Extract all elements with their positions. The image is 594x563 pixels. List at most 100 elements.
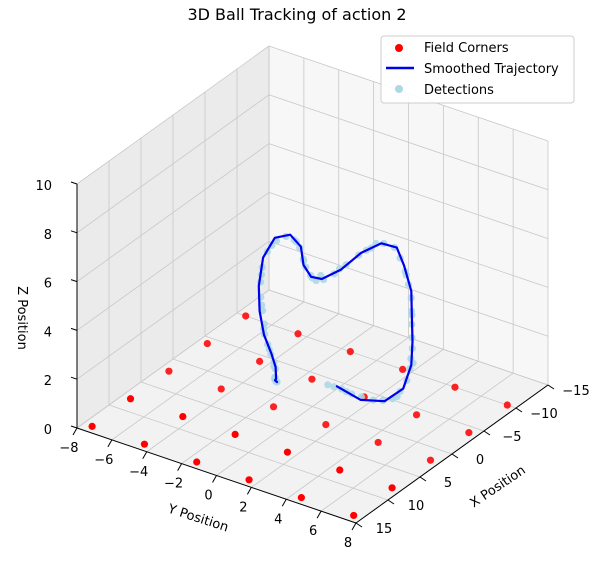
legend-label-detections: Detections — [424, 83, 494, 98]
grid-floor-y — [111, 301, 305, 441]
z-tick-label: 10 — [35, 179, 52, 194]
field-corner-point — [256, 357, 264, 365]
y-tick-label: −2 — [164, 477, 183, 492]
field-corner-point — [350, 511, 358, 520]
field-corner-point — [140, 440, 149, 448]
grid-wall-z2 — [268, 143, 549, 239]
z-axis-title: Z Position — [14, 286, 29, 350]
grid-wall-z — [76, 143, 270, 282]
smoothed-trajectory-line — [257, 233, 414, 403]
grid-wall-z2 — [268, 240, 549, 337]
y-tick-label: 6 — [309, 524, 317, 539]
y-tick-label: −4 — [129, 465, 148, 480]
y-tick-label: 0 — [204, 489, 212, 504]
x-axis-title: X Position — [467, 463, 528, 511]
y-tick-label: −6 — [94, 453, 113, 468]
x-tick-mark — [419, 476, 427, 482]
field-corner-point — [203, 339, 211, 348]
legend-marker-field-corners — [395, 44, 403, 52]
field-corner-point — [503, 401, 511, 409]
x-tick-label: −10 — [530, 407, 557, 422]
z-tick-mark — [70, 425, 78, 429]
y-axis-title: Y Position — [165, 502, 230, 536]
z-tick-label: 0 — [44, 423, 52, 438]
y-tick-mark — [351, 522, 357, 531]
z-tick-mark — [70, 376, 78, 380]
grid-floor-y — [146, 313, 339, 453]
grid-wall-z — [76, 289, 270, 429]
grid-floor-y — [286, 360, 479, 500]
field-corner-point — [374, 438, 382, 447]
detection-point — [330, 383, 338, 391]
x-tick-mark — [515, 407, 523, 413]
z-tick-mark — [70, 279, 78, 283]
field-corner-point — [465, 429, 473, 437]
x-tick-mark — [483, 430, 491, 436]
field-corner-point — [269, 403, 278, 411]
y-tick-mark — [281, 499, 287, 507]
chart-title: 3D Ball Tracking of action 2 — [187, 5, 406, 24]
x-tick-mark — [547, 384, 555, 390]
field-corner-point — [283, 448, 292, 456]
y-tick-mark — [72, 427, 78, 436]
legend-label-trajectory: Smoothed Trajectory — [424, 62, 559, 77]
legend-label-field-corners: Field Corners — [424, 41, 509, 56]
legend-marker-detections — [395, 85, 403, 93]
field-corner-point — [217, 385, 225, 393]
z-tick-mark — [70, 230, 78, 234]
z-tick-mark — [70, 327, 78, 331]
x-tick-label: −15 — [562, 384, 589, 399]
z-tick-label: 4 — [44, 325, 52, 340]
grid-wall-z2 — [268, 192, 549, 288]
y-tick-label: 4 — [274, 512, 282, 527]
y-tick-mark — [246, 487, 252, 495]
field-corner-point — [193, 458, 201, 466]
x-tick-label: 0 — [476, 453, 484, 468]
y-tick-label: 8 — [344, 536, 352, 551]
grid-wall-z — [76, 192, 270, 331]
x-tick-label: −5 — [502, 430, 521, 445]
field-corner-point — [245, 476, 253, 484]
x-tick-mark — [451, 453, 459, 459]
data-marks — [88, 232, 511, 520]
field-corner-point — [451, 383, 459, 391]
y-tick-mark — [142, 451, 148, 459]
field-corner-point — [308, 375, 316, 383]
legend: Field Corners Smoothed Trajectory Detect… — [380, 35, 575, 104]
field-corner-point — [426, 456, 435, 464]
field-corner-point — [242, 312, 250, 320]
field-corner-point — [412, 411, 421, 419]
detection-point — [324, 381, 332, 389]
y-tick-mark — [177, 463, 183, 471]
grid-floor-y — [216, 337, 409, 476]
y-tick-mark — [212, 475, 217, 483]
field-corner-point — [336, 466, 344, 474]
field-corner-point — [294, 330, 302, 338]
z-tick-label: 2 — [44, 374, 52, 389]
grid-floor-y — [320, 372, 514, 512]
y-tick-label: −8 — [59, 441, 78, 456]
y-tick-label: 2 — [239, 500, 247, 515]
grid-floor-y — [251, 349, 444, 488]
grid-wall-z — [76, 94, 270, 234]
grid-wall-z — [76, 45, 270, 185]
field-corner-point — [322, 421, 330, 429]
field-corner-point — [297, 494, 305, 502]
grid-wall-z — [76, 240, 270, 380]
z-tick-mark — [70, 181, 78, 185]
field-corner-point — [165, 367, 173, 375]
field-corner-point — [179, 412, 187, 421]
field-corner-point — [231, 430, 239, 438]
field-corner-point — [399, 365, 407, 374]
grid-floor-y — [181, 325, 374, 464]
y-tick-mark — [316, 510, 322, 519]
x-tick-label: 15 — [376, 522, 393, 537]
field-corner-point — [88, 422, 96, 430]
x-tick-mark — [355, 522, 363, 528]
legend-box — [380, 35, 575, 104]
z-tick-label: 6 — [44, 277, 52, 292]
x-tick-mark — [387, 499, 395, 505]
x-tick-label: 10 — [408, 499, 425, 514]
field-corner-point — [346, 347, 354, 356]
